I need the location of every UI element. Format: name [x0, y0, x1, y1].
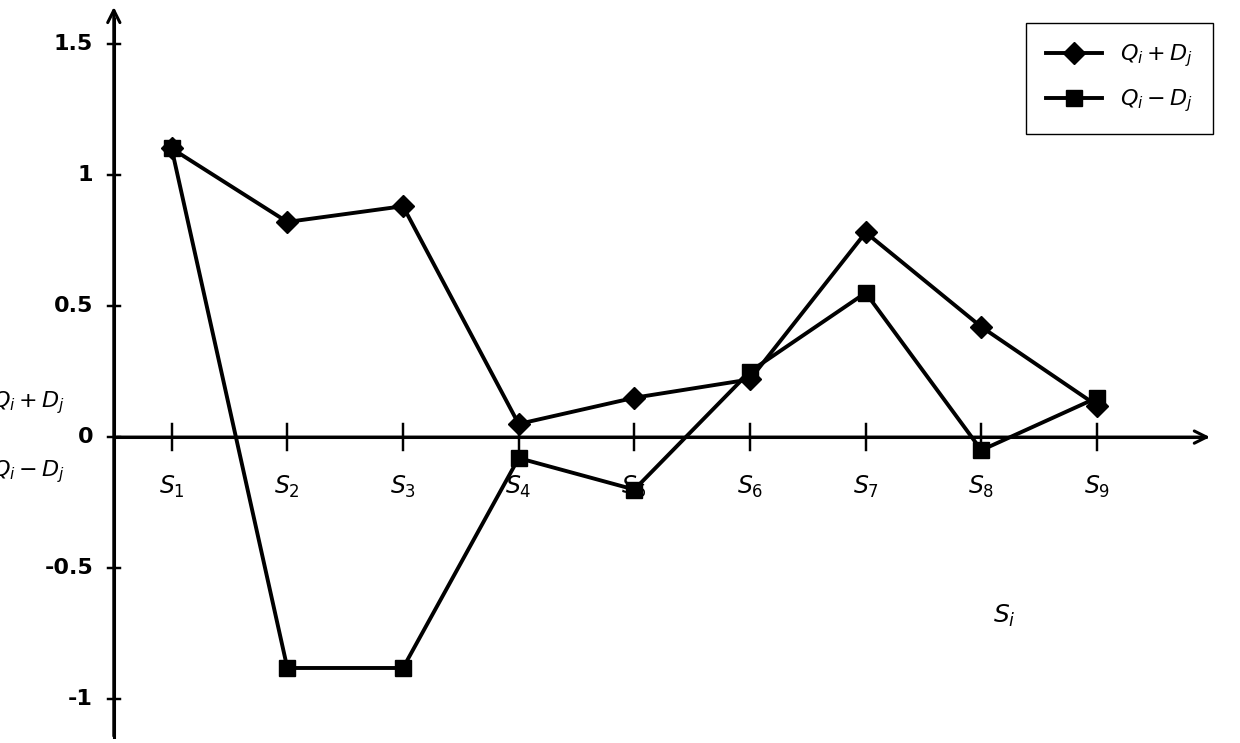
Text: $S_4$: $S_4$: [506, 474, 532, 500]
$Q_i - D_j$: [627, 485, 642, 494]
Text: -0.5: -0.5: [45, 558, 93, 578]
$Q_i + D_j$: [1090, 401, 1105, 410]
Text: -1: -1: [68, 690, 93, 710]
Text: $S_1$: $S_1$: [159, 474, 185, 500]
$Q_i + D_j$: [858, 228, 873, 237]
Text: $S_i$: $S_i$: [993, 603, 1016, 629]
Text: 1: 1: [78, 165, 93, 185]
$Q_i - D_j$: [973, 446, 988, 455]
Legend: $Q_i + D_j$, $Q_i - D_j$: $Q_i + D_j$, $Q_i - D_j$: [1027, 22, 1213, 134]
$Q_i + D_j$: [627, 393, 642, 402]
Text: $S_3$: $S_3$: [389, 474, 417, 500]
$Q_i + D_j$: [511, 420, 526, 429]
Text: $Q_i+D_j$: $Q_i+D_j$: [0, 389, 66, 416]
$Q_i - D_j$: [858, 288, 873, 297]
$Q_i - D_j$: [743, 367, 758, 376]
$Q_i + D_j$: [280, 218, 295, 227]
Line: $Q_i + D_j$: $Q_i + D_j$: [164, 141, 1105, 432]
Text: $S_7$: $S_7$: [853, 474, 879, 500]
$Q_i - D_j$: [511, 454, 526, 463]
$Q_i - D_j$: [1090, 393, 1105, 402]
Text: 0: 0: [77, 427, 93, 447]
$Q_i + D_j$: [396, 202, 410, 211]
Text: $S_9$: $S_9$: [1084, 474, 1110, 500]
Text: $Q_i-D_j$: $Q_i-D_j$: [0, 458, 66, 484]
Line: $Q_i - D_j$: $Q_i - D_j$: [164, 141, 1105, 675]
$Q_i + D_j$: [743, 375, 758, 384]
$Q_i + D_j$: [973, 322, 988, 331]
Text: 0.5: 0.5: [53, 296, 93, 316]
Text: $S_5$: $S_5$: [621, 474, 647, 500]
Text: $S_8$: $S_8$: [968, 474, 994, 500]
$Q_i + D_j$: [164, 144, 179, 153]
$Q_i - D_j$: [280, 663, 295, 672]
Text: $S_6$: $S_6$: [737, 474, 763, 500]
$Q_i - D_j$: [396, 663, 410, 672]
$Q_i - D_j$: [164, 144, 179, 153]
Text: 1.5: 1.5: [53, 33, 93, 53]
Text: $S_2$: $S_2$: [274, 474, 300, 500]
